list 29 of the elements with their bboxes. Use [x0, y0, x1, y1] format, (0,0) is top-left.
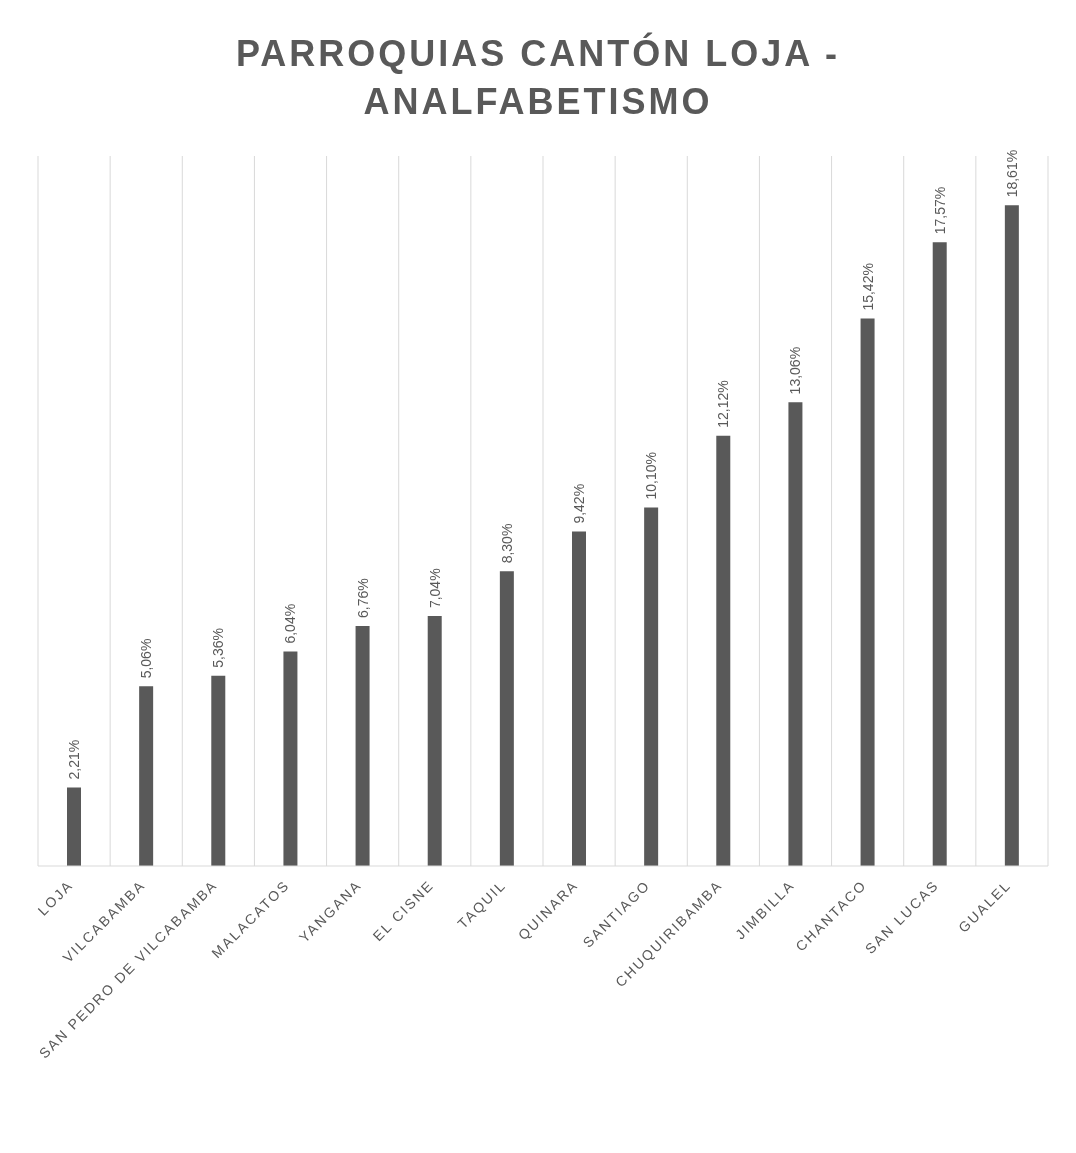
- data-label: 8,30%: [498, 523, 515, 564]
- bar: [644, 507, 659, 866]
- bar: [283, 651, 298, 866]
- bar: [788, 402, 803, 866]
- bar: [211, 675, 226, 866]
- data-label: 15,42%: [859, 263, 876, 311]
- data-label: 6,76%: [354, 578, 371, 619]
- data-label: 13,06%: [787, 346, 804, 395]
- bar: [716, 435, 731, 866]
- data-label: 10,10%: [643, 451, 660, 500]
- data-label: 18,61%: [1003, 149, 1020, 198]
- bar: [67, 787, 81, 866]
- data-label: 6,04%: [282, 603, 299, 644]
- bar: [860, 318, 875, 866]
- data-label: 5,06%: [138, 638, 155, 679]
- bar: [499, 571, 514, 866]
- bar: [139, 686, 154, 866]
- bar: [932, 242, 947, 866]
- data-label: 12,12%: [715, 380, 732, 428]
- data-label: 17,57%: [931, 186, 948, 235]
- bar: [427, 616, 442, 866]
- data-label: 7,04%: [426, 568, 443, 609]
- chart-title: PARROQUIAS CANTÓN LOJA - ANALFABETISMO: [235, 31, 841, 124]
- data-label: 5,36%: [210, 628, 227, 668]
- bar: [1004, 205, 1019, 866]
- bar: [355, 626, 370, 866]
- data-label: 9,42%: [571, 483, 587, 524]
- data-label: 2,21%: [66, 739, 82, 780]
- bar: [572, 531, 586, 866]
